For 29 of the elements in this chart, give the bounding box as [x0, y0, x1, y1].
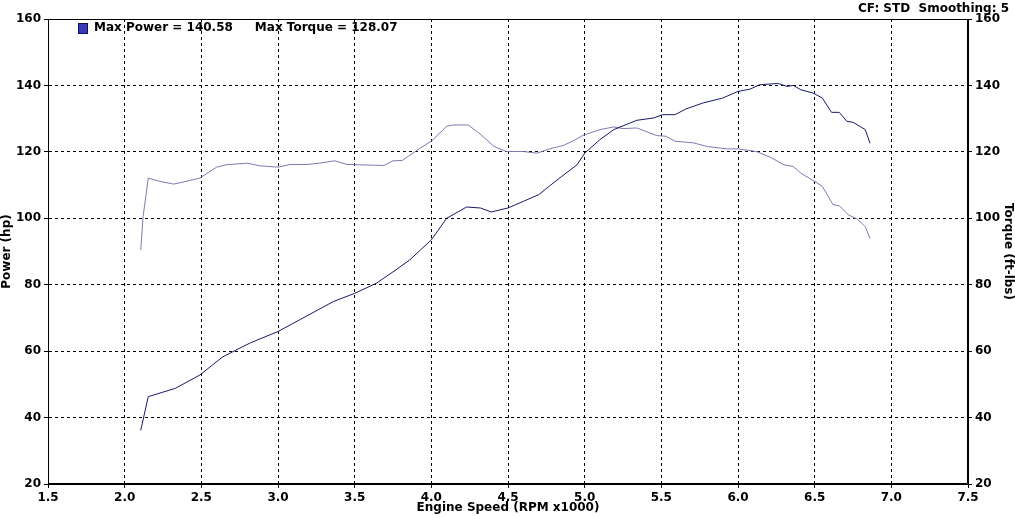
x-tick-label: 3.0: [267, 490, 289, 505]
y-tick-label: 140: [15, 77, 41, 92]
y2-tick-label: 20: [975, 476, 992, 491]
y-tick-label: 120: [15, 143, 41, 158]
x-tick-label: 5.5: [650, 490, 672, 505]
x-tick-label: 3.5: [344, 490, 366, 505]
y-tick-label: 60: [24, 343, 41, 358]
y-tick-label: 100: [15, 210, 41, 225]
y2-tick-label: 120: [975, 143, 1001, 158]
y-tick-label: 20: [24, 476, 41, 491]
annotation: Max Torque = 128.07: [254, 20, 398, 35]
x-tick-label: 7.0: [880, 490, 902, 505]
y2-tick-label: 60: [975, 343, 992, 358]
y-tick-label: 80: [24, 276, 41, 291]
y2-tick-label: 40: [975, 409, 992, 424]
y-tick-label: 160: [15, 11, 41, 26]
x-tick-label: 2.5: [190, 490, 212, 505]
y2-tick-label: 140: [975, 77, 1001, 92]
x-tick-label: 2.0: [114, 490, 136, 505]
annotation: Max Power = 140.58: [94, 20, 233, 35]
y2-tick-label: 100: [975, 210, 1001, 225]
y-tick-label: 40: [24, 409, 41, 424]
x-tick-label: 1.5: [37, 490, 59, 505]
x-tick-label: 6.0: [727, 490, 749, 505]
y-axis-title: Power (hp): [0, 214, 14, 289]
x-tick-label: 7.5: [957, 490, 979, 505]
y2-tick-label: 80: [975, 276, 992, 291]
x-tick-label: 6.5: [804, 490, 826, 505]
y2-axis-title: Torque (ft-lbs): [1001, 203, 1015, 300]
